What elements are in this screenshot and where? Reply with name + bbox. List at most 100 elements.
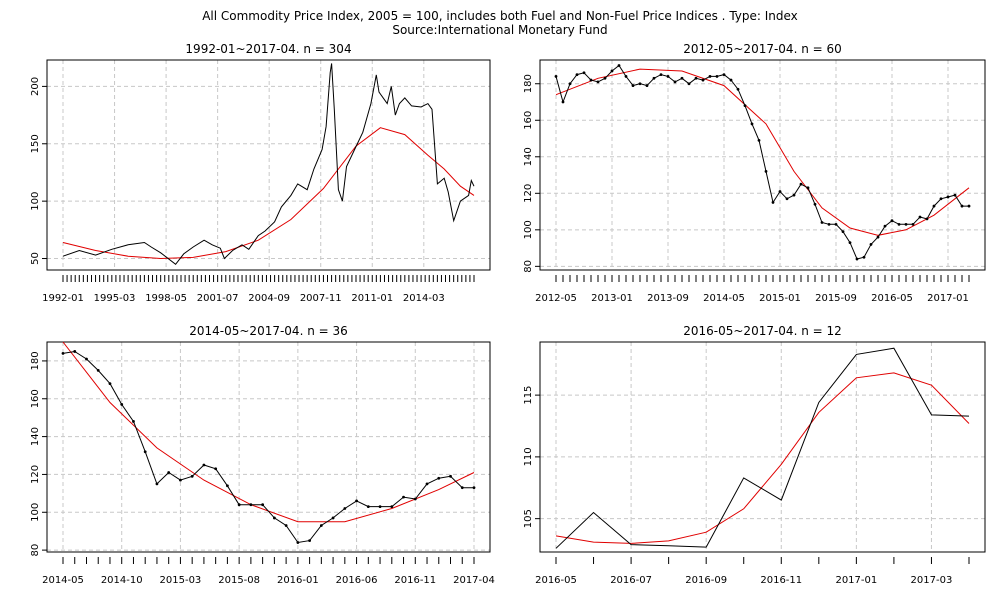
data-point (778, 190, 782, 193)
y-tick-label: 100 (30, 503, 41, 522)
plot-frame (46, 341, 491, 553)
y-tick-label: 50 (30, 252, 41, 265)
y-tick-label: 150 (30, 134, 41, 153)
data-point (472, 486, 476, 490)
data-point (652, 76, 656, 80)
trend-line (62, 127, 475, 260)
data-point (638, 82, 642, 86)
data-point (402, 495, 405, 499)
data-point (869, 243, 873, 246)
data-point (437, 476, 441, 480)
chart-panel-2: 2012-05~2017-04. n = 60 2012-05 2013-01 201… (523, 42, 986, 304)
data-point (918, 215, 922, 219)
y-tick-label: 80 (30, 544, 41, 557)
x-tick-label: 2014-05 (703, 293, 745, 304)
data-point (645, 84, 649, 87)
trend-line (555, 372, 970, 544)
x-tick-label: 2014-03 (403, 293, 445, 304)
data-point (897, 222, 901, 226)
x-tick-label: 2015-09 (815, 293, 857, 304)
data-point (179, 478, 182, 482)
x-tick-label: 1995-03 (94, 293, 136, 304)
figure-source: Source:International Monetary Fund (392, 23, 608, 37)
data-point (932, 204, 936, 208)
data-point (214, 467, 218, 471)
data-point (799, 182, 803, 186)
chart-panel-4: 2016-05~2017-04. n = 12 2016-05 2016-07 201… (523, 324, 986, 586)
y-tick-label: 110 (523, 447, 534, 466)
x-tick-label: 2016-01 (277, 575, 319, 586)
x-tick-label: 2016-05 (535, 575, 577, 586)
data-point (694, 76, 698, 80)
data-point (108, 382, 112, 386)
data-point (390, 505, 394, 508)
x-tick-label: 2014-10 (101, 575, 143, 586)
data-point (190, 474, 194, 478)
x-tick-label: 2011-01 (351, 293, 393, 304)
data-point (841, 230, 845, 234)
x-tick-label: 2004-09 (248, 293, 290, 304)
data-point (659, 73, 663, 77)
x-tick-label: 2017-01 (927, 293, 969, 304)
data-point (96, 368, 100, 372)
data-point (715, 75, 719, 78)
x-tick-label: 2015-01 (759, 293, 801, 304)
data-point (73, 350, 77, 353)
data-point (953, 193, 957, 197)
x-tick-label: 2015-03 (160, 575, 202, 586)
data-point (848, 241, 852, 245)
data-point (378, 505, 382, 508)
data-point (911, 222, 915, 226)
x-tick-label: 2001-07 (197, 293, 239, 304)
y-tick-label: 105 (523, 509, 534, 528)
data-point (202, 463, 206, 467)
x-tick-label: 2017-01 (835, 575, 877, 586)
data-point (736, 87, 740, 91)
data-point (226, 484, 229, 488)
data-point (960, 204, 964, 208)
data-point (631, 84, 635, 87)
plot-frame (46, 59, 491, 271)
y-tick-label: 120 (30, 465, 41, 484)
data-point (764, 169, 768, 173)
data-point (143, 450, 147, 454)
trend-line (62, 341, 475, 523)
data-point (319, 524, 323, 527)
x-tick-label: 2012-05 (535, 293, 577, 304)
data-point (792, 193, 796, 197)
data-point (743, 104, 747, 108)
y-tick-label: 180 (30, 351, 41, 370)
observed-line (62, 350, 474, 544)
x-tick-label: 2013-01 (591, 293, 633, 304)
data-point (589, 78, 593, 82)
data-point (890, 219, 894, 223)
chart-title: 2014-05~2017-04. n = 36 (189, 324, 348, 338)
data-point (561, 100, 565, 104)
data-point (939, 197, 943, 201)
data-point (680, 76, 684, 80)
y-tick-label: 100 (523, 220, 534, 239)
data-point (785, 197, 789, 201)
data-point (284, 524, 288, 527)
data-point (883, 224, 887, 228)
data-point (237, 503, 241, 507)
x-tick-label: 2016-05 (871, 293, 913, 304)
y-tick-label: 180 (523, 74, 534, 93)
data-point (460, 486, 464, 490)
data-point (813, 202, 817, 206)
data-point (554, 75, 558, 78)
chart-title: 2012-05~2017-04. n = 60 (683, 42, 842, 56)
chart-panel-1: 1992-01~2017-04. n = 304 1992-01 1995-03 19… (30, 42, 491, 304)
data-point (722, 73, 726, 77)
trend-line (555, 68, 970, 236)
x-tick-label: 2015-08 (218, 575, 260, 586)
x-tick-label: 2017-04 (453, 575, 495, 586)
x-tick-label: 2016-11 (394, 575, 436, 586)
data-point (596, 80, 600, 84)
data-point (904, 222, 908, 226)
data-point (729, 78, 733, 82)
data-point (331, 516, 335, 520)
y-tick-label: 120 (523, 184, 534, 203)
data-point (261, 503, 265, 507)
